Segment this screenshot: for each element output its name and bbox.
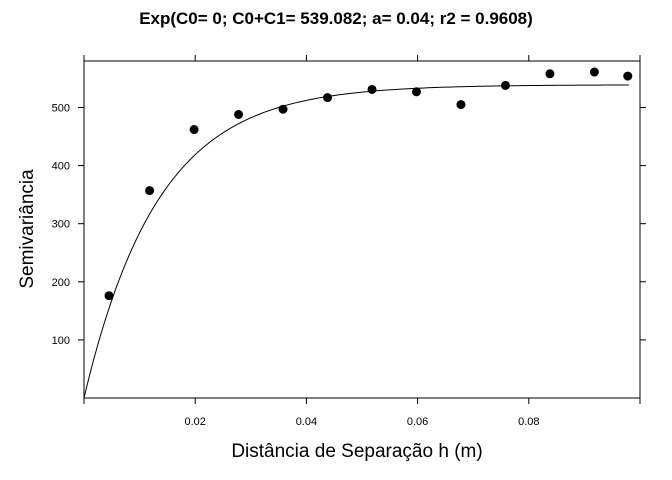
data-point — [456, 100, 466, 110]
data-point — [589, 67, 599, 77]
x-tick-label: 0.02 — [184, 416, 205, 428]
axis-ticks — [78, 55, 646, 404]
data-point — [278, 104, 288, 114]
data-point — [104, 291, 114, 301]
plot-frame — [83, 60, 641, 399]
data-point — [323, 93, 333, 103]
data-point — [623, 71, 633, 81]
data-points — [104, 67, 633, 301]
data-point — [189, 125, 199, 135]
data-point — [234, 109, 244, 119]
data-point — [500, 80, 510, 90]
y-tick-label: 500 — [52, 102, 70, 114]
y-tick-label: 300 — [52, 219, 70, 231]
y-tick-label: 200 — [52, 277, 70, 289]
data-point — [145, 186, 155, 196]
y-tick-label: 400 — [52, 161, 70, 173]
y-axis-label: Semivariância — [17, 169, 38, 289]
chart-title: Exp(C0= 0; C0+C1= 539.082; a= 0.04; r2 =… — [139, 9, 533, 28]
tick-labels: 0.02 0.04 0.06 0.08 100 200 300 400 500 — [52, 102, 540, 428]
data-point — [545, 69, 555, 79]
x-tick-label: 0.08 — [518, 416, 539, 428]
x-tick-label: 0.06 — [407, 416, 428, 428]
x-axis-label: Distância de Separação h (m) — [231, 441, 482, 462]
model-curve — [83, 84, 629, 399]
y-tick-label: 100 — [52, 335, 70, 347]
data-point — [367, 84, 377, 94]
data-point — [411, 87, 421, 97]
x-tick-label: 0.04 — [296, 416, 317, 428]
